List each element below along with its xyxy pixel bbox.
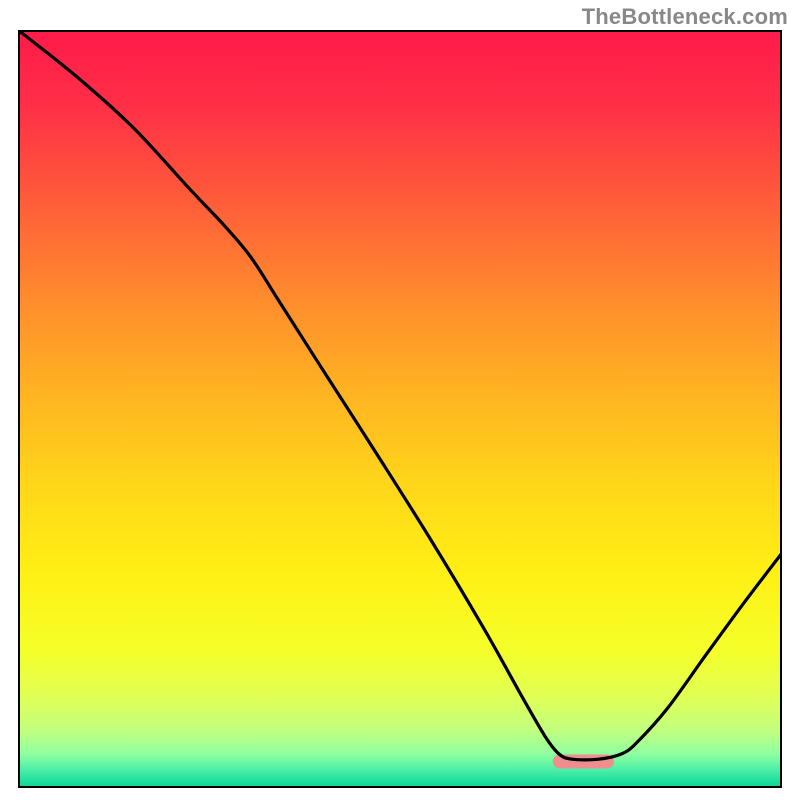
chart-background [18, 30, 782, 788]
chart-frame [18, 30, 782, 788]
watermark-text: TheBottleneck.com [582, 4, 788, 30]
chart-container: { "watermark": { "text": "TheBottleneck.… [0, 0, 800, 800]
chart-svg [18, 30, 782, 788]
